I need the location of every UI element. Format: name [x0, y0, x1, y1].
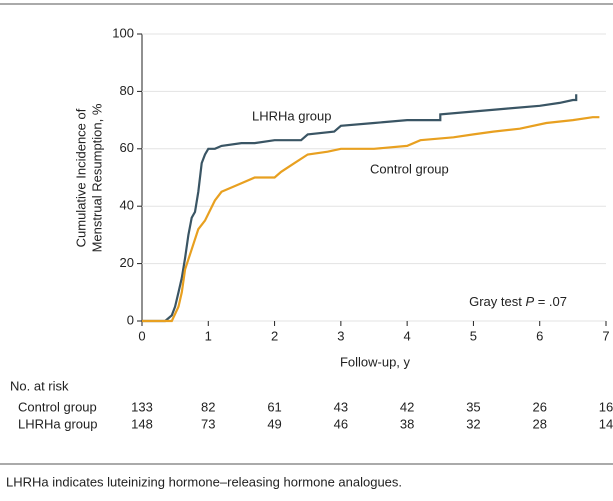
y-axis-label: Cumulative Incidence of — [73, 108, 88, 247]
y-tick-label: 60 — [120, 140, 134, 155]
x-tick-label: 1 — [205, 328, 212, 343]
x-axis-label: Follow-up, y — [340, 354, 411, 369]
risk-value: 73 — [201, 416, 215, 431]
risk-value: 82 — [201, 399, 215, 414]
y-tick-label: 40 — [120, 198, 134, 213]
risk-value: 32 — [466, 416, 480, 431]
risk-value: 49 — [267, 416, 281, 431]
risk-value: 28 — [532, 416, 546, 431]
series-label: LHRHa group — [252, 108, 332, 123]
risk-row-name: LHRHa group — [18, 416, 98, 431]
x-tick-label: 7 — [602, 328, 609, 343]
footnote: LHRHa indicates luteinizing hormone–rele… — [6, 474, 402, 489]
risk-value: 16 — [599, 399, 613, 414]
x-tick-label: 2 — [271, 328, 278, 343]
annotation-p: P — [525, 294, 534, 309]
risk-row-name: Control group — [18, 399, 97, 414]
series-line — [142, 116, 600, 323]
risk-value: 148 — [131, 416, 153, 431]
risk-value: 43 — [334, 399, 348, 414]
y-tick-label: 20 — [120, 255, 134, 270]
series-label: Control group — [370, 161, 449, 176]
y-axis-label: Menstrual Resumption, % — [89, 103, 104, 252]
risk-value: 42 — [400, 399, 414, 414]
risk-value: 61 — [267, 399, 281, 414]
annotation-value: = .07 — [534, 294, 567, 309]
risk-value: 133 — [131, 399, 153, 414]
risk-value: 35 — [466, 399, 480, 414]
risk-value: 46 — [334, 416, 348, 431]
x-tick-label: 5 — [470, 328, 477, 343]
risk-table-title: No. at risk — [10, 378, 69, 393]
y-tick-label: 80 — [120, 83, 134, 98]
risk-value: 38 — [400, 416, 414, 431]
y-tick-label: 0 — [127, 312, 134, 327]
x-tick-label: 3 — [337, 328, 344, 343]
x-tick-label: 0 — [138, 328, 145, 343]
annotation: Gray test P = .07 — [469, 294, 567, 309]
annotation-text: Gray test — [469, 294, 525, 309]
risk-value: 26 — [532, 399, 546, 414]
y-tick-label: 100 — [112, 25, 134, 40]
risk-value: 14 — [599, 416, 613, 431]
x-tick-label: 6 — [536, 328, 543, 343]
x-tick-label: 4 — [404, 328, 411, 343]
series-line — [142, 94, 578, 323]
